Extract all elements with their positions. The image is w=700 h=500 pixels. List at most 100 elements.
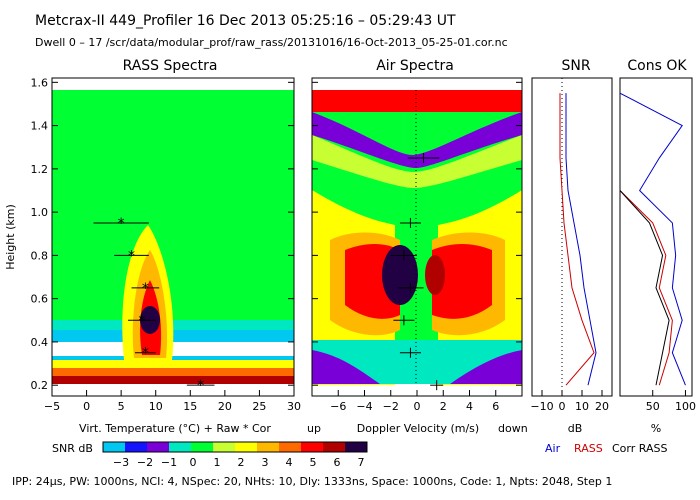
colorbar-tick-label: 4 — [286, 456, 293, 469]
colorbar-tick-label: 7 — [358, 456, 365, 469]
rass-axes-frame — [51, 77, 295, 397]
colorbar-cell — [103, 442, 125, 452]
rass-y-tick-label: 1.0 — [31, 206, 49, 219]
cons-x-tick-label: 100 — [675, 400, 696, 413]
rass-x-tick-label: 30 — [287, 400, 301, 413]
rass-heatmap — [52, 90, 294, 384]
colorbar-tick-label: 0 — [190, 456, 197, 469]
snr-x-tick-label: 10 — [575, 400, 589, 413]
colorbar-cell — [169, 442, 191, 452]
snr-x-ticks: −10 0 10 20 — [530, 390, 609, 413]
rass-x-ticks: −5 0 5 10 15 20 25 30 — [44, 390, 301, 413]
air-x-tick-label: −2 — [383, 400, 399, 413]
rass-band-core — [52, 342, 294, 356]
rass-x-tick-label: 20 — [218, 400, 232, 413]
rass-cor-marker: * — [138, 313, 145, 329]
snr-axes-frame — [531, 77, 613, 397]
cons-series-air — [619, 92, 686, 386]
rass-x-tick-label: 5 — [118, 400, 125, 413]
colorbar-ticks: −3 −2 −1 0 1 2 3 4 5 6 7 — [113, 456, 365, 469]
snr-x-tick-label: 0 — [559, 400, 566, 413]
consensus-panel: Cons OK 50 100 % — [619, 58, 696, 435]
rass-cor-marker: * — [128, 248, 135, 264]
height-axis-label: Height (km) — [4, 204, 17, 270]
rass-x-tick-label: 15 — [183, 400, 197, 413]
rass-x-tick-label: 25 — [252, 400, 266, 413]
snr-series-rass — [559, 93, 595, 386]
rass-x-tick-label: 0 — [83, 400, 90, 413]
rass-y-tick-label: 0.6 — [31, 293, 49, 306]
legend-corr-rass: Corr RASS — [612, 442, 667, 455]
consensus-x-ticks: 50 100 — [646, 390, 696, 413]
colorbar-tick-label: 6 — [334, 456, 341, 469]
colorbar-tick-label: −2 — [137, 456, 153, 469]
air-right-red — [432, 244, 492, 319]
air-x-up-note: up — [307, 422, 321, 435]
air-x-tick-label: 0 — [414, 400, 421, 413]
snr-panel: SNR −10 0 10 20 dB — [530, 58, 613, 435]
colorbar-cell — [147, 442, 169, 452]
colorbar-cell — [323, 442, 345, 452]
colorbar-cell — [279, 442, 301, 452]
consensus-axes-frame — [619, 77, 693, 397]
air-arch-lime — [312, 135, 522, 188]
air-core-left — [382, 245, 418, 305]
cons-series-rass — [619, 190, 673, 386]
legend-air: Air — [545, 442, 561, 455]
rass-y-tick-label: 1.6 — [31, 76, 49, 89]
air-y-ticks — [312, 81, 522, 386]
air-x-tick-label: 4 — [466, 400, 473, 413]
air-spectra-panel: Air Spectra −6 −4 −2 0 2 4 6 Doppler Velocity … — [307, 58, 528, 435]
consensus-series — [619, 92, 686, 386]
rass-x-tick-label: −5 — [44, 400, 60, 413]
air-x-tick-label: −4 — [356, 400, 372, 413]
air-core-right — [425, 255, 445, 295]
rass-y-tick-label: 1.2 — [31, 163, 49, 176]
air-x-label: Doppler Velocity (m/s) — [357, 422, 479, 435]
rass-spectra-panel: RASS Spectra ****** −5 0 5 10 15 20 25 30 0.20.… — [4, 58, 301, 435]
rass-cor-marker: * — [197, 378, 204, 394]
air-profile-markers — [390, 153, 444, 391]
snr-series-air — [565, 93, 597, 386]
rass-band-red — [52, 376, 294, 384]
rass-y-tick-label: 0.8 — [31, 249, 49, 262]
colorbar-frame — [102, 441, 368, 453]
rass-profile-markers: ****** — [93, 216, 215, 394]
consensus-title: Cons OK — [627, 58, 687, 74]
rass-cor-marker: * — [142, 346, 149, 362]
air-bottom-right-purple — [450, 350, 522, 384]
snr-colorbar: SNR dB −3 −2 −1 0 1 2 3 4 5 6 7 — [52, 441, 368, 469]
snr-x-tick-label: 20 — [595, 400, 609, 413]
air-x-down-note: down — [498, 422, 528, 435]
air-top-red — [312, 90, 522, 112]
rass-y-ticks: 0.2 0.4 0.6 0.8 1.0 1.2 1.4 1.6 — [31, 76, 294, 392]
consensus-x-label: % — [651, 422, 661, 435]
rass-title: RASS Spectra — [123, 58, 218, 74]
colorbar-tick-label: 3 — [262, 456, 269, 469]
colorbar-cell — [125, 442, 147, 452]
colorbar-cell — [301, 442, 323, 452]
air-heatmap — [312, 90, 522, 385]
colorbar-cell — [345, 442, 367, 452]
air-x-tick-label: −6 — [330, 400, 346, 413]
colorbar-tick-label: 2 — [238, 456, 245, 469]
air-x-ticks: −6 −4 −2 0 2 4 6 — [330, 390, 499, 413]
legend-rass: RASS — [574, 442, 603, 455]
rass-y-tick-label: 0.4 — [31, 336, 49, 349]
colorbar-cell — [191, 442, 213, 452]
snr-x-label: dB — [568, 422, 583, 435]
air-top-arch-purple — [312, 112, 522, 168]
air-title: Air Spectra — [376, 58, 454, 74]
colorbar-label: SNR dB — [52, 442, 93, 455]
colorbar-tick-label: −3 — [113, 456, 129, 469]
snr-series — [559, 78, 597, 396]
colorbar-tick-label: −1 — [161, 456, 177, 469]
rass-cor-marker: * — [142, 281, 149, 297]
colorbar-cell — [257, 442, 279, 452]
rass-cor-marker: * — [118, 216, 125, 232]
header-dwell: Dwell 0 – 17 /scr/data/modular_prof/raw_… — [35, 36, 508, 49]
colorbar-cells — [102, 441, 368, 453]
rass-y-tick-label: 0.2 — [31, 379, 49, 392]
rass-x-tick-label: 10 — [149, 400, 163, 413]
